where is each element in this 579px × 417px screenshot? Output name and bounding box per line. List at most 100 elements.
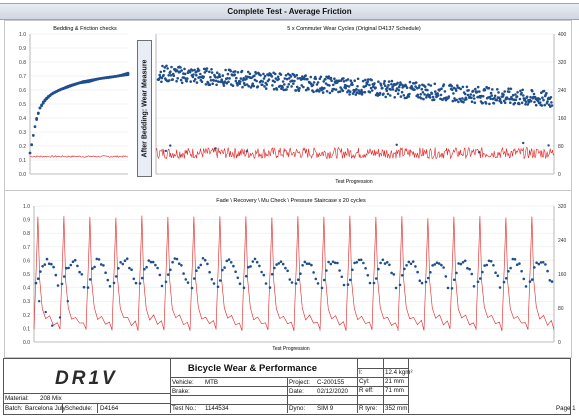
fade-friction-point — [65, 266, 68, 270]
wear-friction-point — [481, 101, 485, 105]
wear-friction-point — [514, 98, 518, 102]
wear-friction-point — [251, 82, 254, 85]
bedding-chart: Bedding & Friction checks 1.0 0.9 0.8 0.7 0.… — [19, 26, 130, 178]
wear-friction-point — [454, 89, 458, 92]
wear-friction-point — [321, 91, 325, 94]
wear-friction-point — [303, 77, 306, 81]
y-tick-label: 0.7 — [23, 245, 30, 251]
fade-friction-point — [357, 258, 361, 262]
fade-friction-point — [346, 283, 350, 286]
wear-friction-point — [183, 67, 186, 71]
wear-friction-point — [306, 77, 309, 81]
y-tick-label: 0.3 — [19, 130, 26, 136]
fade-friction-point — [325, 269, 328, 272]
wear-friction-point — [240, 69, 244, 73]
wear-friction-point — [497, 91, 500, 94]
wear-friction-point — [245, 77, 248, 81]
fade-friction-point — [102, 264, 105, 267]
wear-friction-point — [483, 88, 487, 92]
wear-friction-point — [433, 82, 437, 86]
wear-friction-point — [434, 90, 437, 93]
y2-tick-label: 240 — [558, 238, 567, 244]
fade-friction-point — [405, 264, 408, 267]
wear-friction-point — [329, 76, 333, 80]
wear-friction-point — [262, 72, 265, 76]
wear-friction-point — [229, 69, 232, 73]
wear-friction-point — [245, 83, 249, 86]
fade-friction-point — [177, 262, 181, 265]
fade-friction-point — [546, 269, 549, 273]
wear-friction-point — [383, 84, 387, 88]
wear-friction-point — [436, 92, 439, 95]
footer-divider — [357, 377, 408, 378]
fade-friction-point — [128, 266, 131, 270]
y2-tick-label: 320 — [558, 60, 567, 66]
fade-friction-point — [355, 261, 359, 264]
wear-friction-point — [546, 100, 549, 103]
bedding-temperature-line — [29, 155, 129, 158]
wear-friction-point — [175, 69, 179, 72]
fade-friction-point — [186, 281, 190, 284]
wear-friction-point — [193, 68, 196, 72]
wear-friction-point — [521, 88, 524, 92]
bedding-friction-point — [35, 116, 39, 120]
footer-divider — [170, 358, 171, 413]
wear-friction-point — [542, 98, 545, 102]
footer-divider — [357, 386, 408, 387]
wear-friction-point — [503, 101, 507, 105]
fade-friction-point — [338, 269, 341, 272]
wear-friction-point — [342, 77, 345, 80]
fade-friction-point — [184, 278, 188, 281]
fade-friction-point — [123, 259, 127, 262]
wear-friction-point — [395, 87, 399, 90]
fade-friction-point — [539, 261, 543, 264]
wear-friction-point — [324, 78, 327, 81]
fade-friction-point — [117, 267, 120, 270]
bedding-friction-point — [33, 125, 37, 129]
wear-friction-point — [360, 88, 363, 92]
wear-friction-point — [273, 72, 277, 76]
fade-friction-point — [548, 279, 552, 282]
fade-friction-point — [212, 282, 216, 285]
bedding-friction-point — [38, 106, 42, 110]
inertia-value: 12.4 kgm² — [385, 369, 413, 376]
wear-friction-point — [484, 102, 488, 105]
wear-friction-point — [458, 97, 462, 101]
y-tick-label: 0.4 — [23, 286, 30, 292]
fade-friction-point — [104, 271, 107, 274]
footer-divider — [62, 403, 63, 413]
fade-friction-point — [455, 271, 458, 275]
wear-friction-point — [241, 85, 244, 89]
wear-friction-point — [397, 88, 400, 92]
fade-friction-point — [56, 284, 60, 287]
fade-friction-point — [249, 265, 252, 268]
wear-friction-point — [442, 83, 446, 86]
y2-tick-label: 0 — [558, 172, 561, 178]
wear-friction-point — [356, 77, 360, 81]
wear-friction-point — [327, 75, 331, 78]
wear-friction-point — [408, 80, 412, 84]
y-tick-label: 0.2 — [19, 144, 26, 150]
wear-friction-point — [210, 71, 214, 74]
wear-friction-point — [172, 74, 176, 77]
wear-friction-point — [450, 84, 454, 88]
fade-friction-point — [149, 260, 153, 264]
wear-friction-point — [204, 83, 208, 86]
wear-friction-point — [165, 64, 168, 68]
wear-friction-point — [297, 89, 301, 93]
wear-friction-point — [163, 66, 167, 69]
wear-friction-point — [283, 77, 287, 80]
fade-friction-point — [290, 281, 294, 284]
wear-friction-point — [399, 95, 403, 98]
fade-friction-point — [437, 262, 441, 265]
wear-friction-point — [522, 94, 525, 97]
wear-friction-point — [261, 83, 264, 87]
wear-friction-point — [385, 89, 389, 93]
fade-friction-point — [154, 263, 157, 267]
page-number: Page 1 — [556, 405, 576, 412]
wear-friction-point — [347, 85, 351, 88]
fade-friction-point — [69, 263, 73, 267]
wear-friction-point — [363, 90, 367, 94]
wear-friction-point — [511, 93, 515, 97]
fade-friction-point — [522, 277, 526, 281]
